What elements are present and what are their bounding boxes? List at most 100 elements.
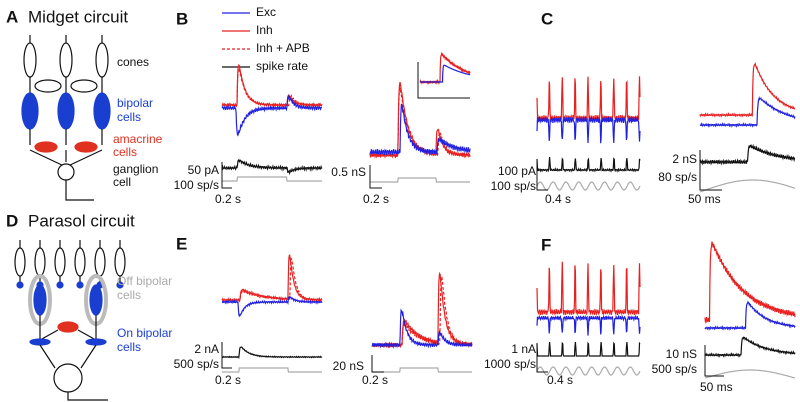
- scalebar-label: 0.2 s: [215, 192, 241, 206]
- label: cells: [113, 145, 137, 159]
- label: ganglion: [113, 162, 158, 176]
- scale-bar: [704, 345, 724, 377]
- scalebar-label: 50 ms: [700, 380, 733, 394]
- label: cells: [117, 340, 141, 354]
- traces: [221, 51, 796, 379]
- trace: [221, 254, 323, 303]
- label: amacrine: [113, 132, 163, 146]
- trace: [536, 116, 641, 144]
- legend-keys: [222, 12, 250, 68]
- cone: [54, 247, 66, 277]
- scalebar-label: 50 pA: [188, 163, 219, 177]
- trace: [704, 336, 796, 358]
- panel-title: Parasol circuit: [28, 211, 135, 230]
- scalebar-label: 0.4 s: [547, 373, 573, 387]
- legend-label: Exc: [256, 5, 276, 19]
- scalebar-label: 0.2 s: [215, 373, 241, 387]
- scalebar-label: 0.5 nS: [331, 165, 366, 179]
- trace: [536, 76, 641, 123]
- scale-bar: [699, 150, 722, 191]
- trace: [221, 67, 323, 108]
- labels: A Midget circuit cones bipolar cells ama…: [6, 5, 733, 394]
- cone: [94, 247, 106, 277]
- trace: [221, 94, 323, 137]
- trace: [221, 257, 323, 303]
- panel-letter: E: [176, 234, 187, 253]
- scalebar-label: 0.2 s: [363, 192, 389, 206]
- label: cells: [117, 110, 141, 124]
- trace: [372, 367, 472, 373]
- panel-letter: C: [541, 9, 553, 28]
- label: cones: [117, 55, 149, 69]
- trace: [371, 308, 473, 349]
- trace: [369, 103, 471, 156]
- scalebar-label: 2 nA: [194, 342, 219, 356]
- legend-label: Inh: [256, 23, 273, 37]
- cone: [74, 247, 86, 277]
- scalebar-label: 80 sp/s: [658, 170, 697, 184]
- trace: [420, 64, 471, 83]
- scale-bar: [536, 160, 548, 191]
- trace: [699, 143, 796, 166]
- scalebar-label: 50 ms: [688, 192, 721, 206]
- trace: [699, 179, 796, 193]
- trace: [371, 271, 473, 349]
- legend-label: spike rate: [256, 59, 308, 73]
- trace: [222, 367, 322, 373]
- label: On bipolar: [117, 326, 172, 340]
- trace: [536, 341, 641, 357]
- trace: [704, 369, 796, 379]
- cone: [34, 247, 46, 277]
- inset-axis: [417, 62, 470, 99]
- scalebar-label: 1000 sp/s: [484, 357, 536, 371]
- cone: [114, 247, 126, 277]
- label: Off bipolar: [117, 274, 172, 288]
- panel-letter: D: [6, 211, 18, 230]
- trace: [222, 176, 322, 182]
- trace: [536, 261, 641, 317]
- panel-letter: B: [176, 9, 188, 28]
- scalebar-label: 20 nS: [333, 359, 364, 373]
- scalebar-label: 10 nS: [666, 347, 697, 361]
- scale-bar: [221, 342, 232, 369]
- scalebar-label: 500 sp/s: [652, 362, 697, 376]
- cone: [14, 247, 26, 277]
- label: bipolar: [117, 96, 153, 110]
- trace: [536, 157, 641, 173]
- scalebar-label: 500 sp/s: [174, 357, 219, 371]
- scalebar-label: 2 nS: [672, 152, 697, 166]
- midget-diagram: [21, 35, 111, 201]
- trace: [704, 241, 796, 324]
- scale-bar: [371, 355, 384, 373]
- synapse: [56, 281, 64, 289]
- panel-letter: A: [6, 7, 18, 26]
- scalebar-label: 1 nA: [511, 342, 536, 356]
- panel-letter: F: [541, 235, 551, 254]
- scale-bar: [369, 165, 382, 189]
- parasol-diagram: [14, 240, 126, 401]
- trace: [371, 276, 473, 349]
- synapse: [16, 281, 24, 289]
- legend-label: Inh + APB: [256, 41, 310, 55]
- scalebar-label: 100 pA: [498, 164, 536, 178]
- trace: [536, 366, 641, 376]
- scale-bar: [221, 162, 232, 189]
- circuit-diagrams: [14, 35, 126, 401]
- trace: [699, 61, 796, 118]
- scalebar-label: 0.4 s: [545, 192, 571, 206]
- synapse: [116, 281, 124, 289]
- trace: [221, 295, 323, 317]
- synapse: [76, 281, 84, 289]
- label: cell: [113, 175, 131, 189]
- panel-title: Midget circuit: [28, 7, 128, 26]
- label: cells: [117, 288, 141, 302]
- trace: [370, 177, 470, 183]
- scalebar-label: 100 sp/s: [491, 179, 536, 193]
- trace: [221, 346, 323, 360]
- trace: [699, 95, 796, 128]
- scale-bar: [536, 343, 548, 373]
- trace: [221, 158, 323, 176]
- trace: [536, 314, 641, 336]
- trace: [536, 181, 641, 191]
